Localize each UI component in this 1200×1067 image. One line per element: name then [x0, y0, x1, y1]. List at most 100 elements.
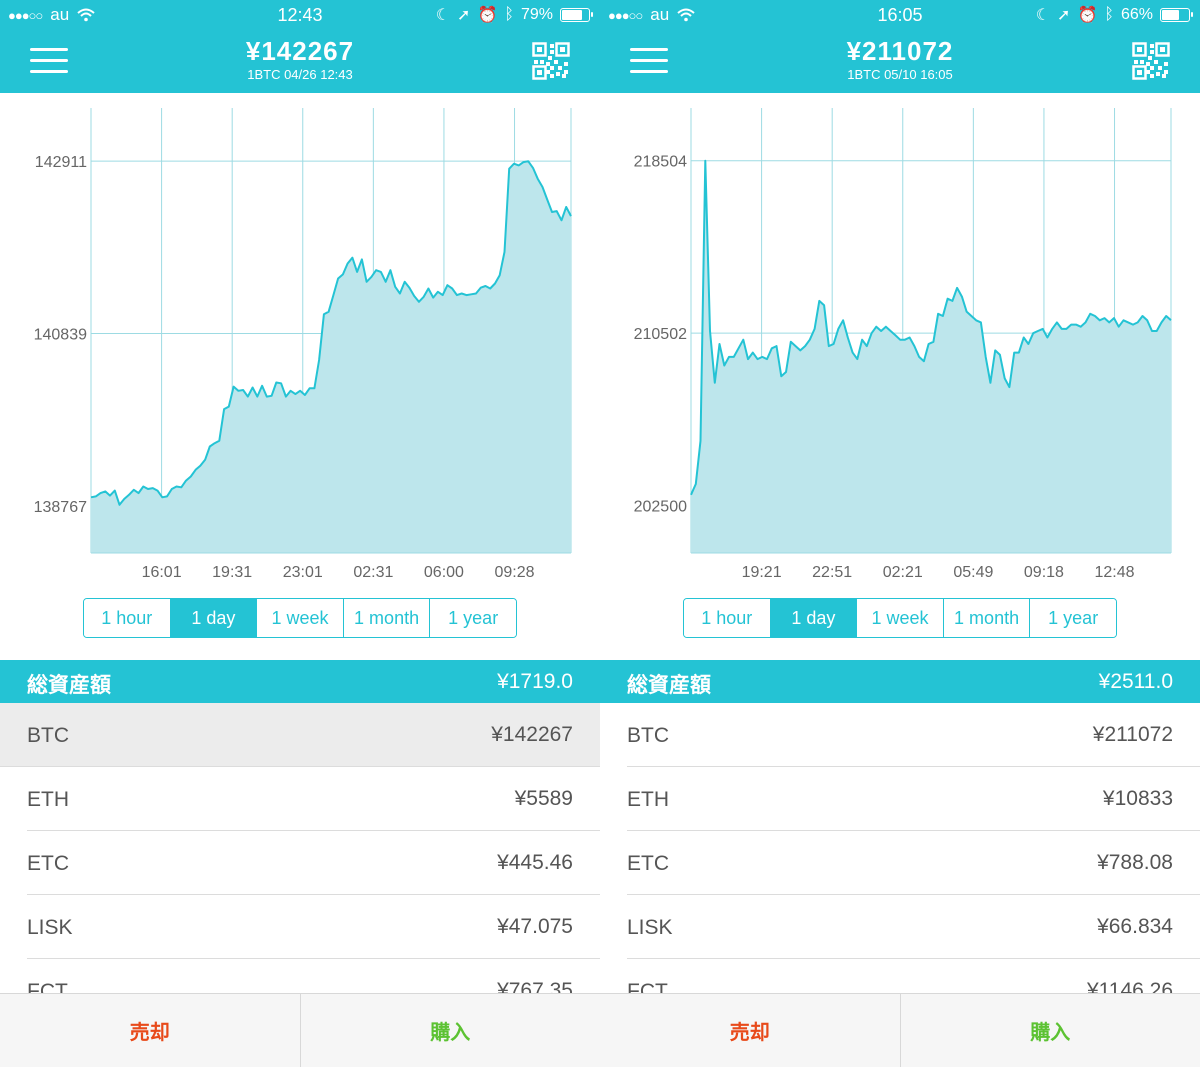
- row-divider: [27, 958, 600, 959]
- coin-row-etc[interactable]: ETC ¥445.46: [0, 831, 600, 895]
- buy-button[interactable]: 購入: [1030, 1022, 1071, 1044]
- coin-name: ETC: [27, 852, 69, 875]
- coin-row-eth[interactable]: ETH ¥10833: [600, 767, 1200, 831]
- qr-code-icon[interactable]: [1132, 42, 1170, 80]
- range-tab-1-year[interactable]: 1 year: [1030, 599, 1116, 637]
- signal-dots-icon: ●●●○○: [608, 7, 643, 23]
- y-tick-label: 142911: [35, 154, 87, 171]
- price-subtitle: 1BTC 04/26 12:43: [247, 67, 353, 82]
- wifi-icon: [677, 8, 695, 22]
- range-tab-1-day[interactable]: 1 day: [170, 599, 258, 637]
- price-line: [690, 159, 1172, 496]
- coin-name: LISK: [627, 916, 673, 939]
- row-divider: [627, 830, 1200, 831]
- price-area-fill: [691, 160, 1171, 554]
- location-arrow-icon: ➚: [457, 7, 471, 24]
- coin-row-eth[interactable]: ETH ¥5589: [0, 767, 600, 831]
- range-tab-1-hour[interactable]: 1 hour: [684, 599, 771, 637]
- x-tick-label: 19:31: [212, 564, 252, 581]
- coin-price: ¥211072: [1092, 723, 1173, 746]
- range-tabs: 1 hour 1 day 1 week 1 month 1 year: [683, 598, 1117, 638]
- battery-icon: [1160, 8, 1193, 22]
- coin-list: BTC ¥211072 ETH ¥10833 ETC ¥788.08 LISK ¥66.834…: [600, 703, 1200, 1023]
- alarm-icon: ⏰: [1077, 7, 1098, 24]
- phone-screen-left: ●●●○○ au 12:43 ☾ ➚ ⏰ ᛒ 79% ¥142267 1BTC …: [0, 0, 600, 1067]
- location-arrow-icon: ➚: [1057, 7, 1071, 24]
- hamburger-menu-icon[interactable]: [30, 48, 68, 74]
- coin-price: ¥47.075: [497, 915, 573, 938]
- y-tick-label: 202500: [634, 499, 687, 516]
- range-tab-1-week[interactable]: 1 week: [857, 599, 944, 637]
- carrier-label: au: [650, 5, 670, 24]
- status-bar: ●●●○○ au 16:05 ☾ ➚ ⏰ ᛒ 66%: [600, 0, 1200, 30]
- total-assets-bar: 総資産額 ¥2511.0: [600, 660, 1200, 703]
- x-tick-label: 09:28: [495, 564, 535, 581]
- x-tick-label: 12:48: [1095, 564, 1135, 581]
- action-bar: 売却 購入: [0, 993, 600, 1067]
- battery-percent: 66%: [1120, 6, 1153, 23]
- y-tick-label: 218504: [634, 154, 687, 171]
- coin-row-btc[interactable]: BTC ¥142267: [0, 703, 600, 767]
- action-bar: 売却 購入: [600, 993, 1200, 1067]
- range-tabs: 1 hour 1 day 1 week 1 month 1 year: [83, 598, 517, 638]
- current-price: ¥211072: [846, 36, 954, 66]
- x-tick-label: 02:21: [883, 564, 923, 581]
- coin-row-lisk[interactable]: LISK ¥66.834: [600, 895, 1200, 959]
- price-chart[interactable]: 142911 140839 138767 16:01 19:31 23:01 02:31 06…: [0, 93, 600, 593]
- x-tick-label: 02:31: [353, 564, 393, 581]
- status-time: 12:43: [277, 5, 323, 25]
- row-divider: [627, 766, 1200, 767]
- range-tab-1-week[interactable]: 1 week: [257, 599, 344, 637]
- signal-dots-icon: ●●●○○: [8, 7, 43, 23]
- x-tick-label: 22:51: [812, 564, 852, 581]
- phone-screen-right: ●●●○○ au 16:05 ☾ ➚ ⏰ ᛒ 66% ¥211072 1BTC …: [600, 0, 1200, 1067]
- coin-price: ¥142267: [491, 723, 573, 746]
- range-tab-1-hour[interactable]: 1 hour: [84, 599, 171, 637]
- coin-name: BTC: [27, 724, 69, 747]
- coin-name: ETH: [27, 788, 69, 811]
- row-divider: [627, 894, 1200, 895]
- total-assets-value: ¥1719.0: [497, 670, 573, 693]
- coin-row-etc[interactable]: ETC ¥788.08: [600, 831, 1200, 895]
- x-tick-label: 16:01: [142, 564, 182, 581]
- y-tick-label: 210502: [634, 326, 687, 343]
- coin-name: ETH: [627, 788, 669, 811]
- price-chart[interactable]: 218504 210502 202500 19:21 22:51 02:21 05:49 09…: [600, 93, 1200, 593]
- price-area-fill: [91, 161, 571, 553]
- range-tab-1-month[interactable]: 1 month: [343, 599, 431, 637]
- coin-list: BTC ¥142267 ETH ¥5589 ETC ¥445.46 LISK ¥47.075 F…: [0, 703, 600, 1023]
- x-tick-label: 19:21: [742, 564, 782, 581]
- buy-button[interactable]: 購入: [430, 1022, 471, 1044]
- moon-icon: ☾: [1035, 7, 1051, 24]
- nav-bar: ¥142267 1BTC 04/26 12:43: [0, 30, 600, 93]
- coin-price: ¥445.46: [497, 851, 573, 874]
- sell-button[interactable]: 売却: [0, 994, 301, 1067]
- price-line: [90, 160, 572, 506]
- range-tab-1-year[interactable]: 1 year: [430, 599, 516, 637]
- bluetooth-icon: ᛒ: [504, 6, 514, 23]
- coin-price: ¥5589: [514, 787, 573, 810]
- x-tick-label: 06:00: [424, 564, 464, 581]
- x-tick-label: 09:18: [1024, 564, 1064, 581]
- sell-button[interactable]: 売却: [600, 994, 901, 1067]
- total-assets-value: ¥2511.0: [1098, 670, 1173, 693]
- hamburger-menu-icon[interactable]: [630, 48, 668, 74]
- alarm-icon: ⏰: [477, 7, 498, 24]
- coin-row-btc[interactable]: BTC ¥211072: [600, 703, 1200, 767]
- carrier-label: au: [50, 5, 70, 24]
- total-assets-label: 総資産額: [627, 674, 711, 697]
- coin-price: ¥788.08: [1097, 851, 1173, 874]
- range-tab-1-month[interactable]: 1 month: [943, 599, 1031, 637]
- price-subtitle: 1BTC 05/10 16:05: [847, 67, 953, 82]
- coin-name: BTC: [627, 724, 669, 747]
- moon-icon: ☾: [435, 7, 451, 24]
- coin-row-lisk[interactable]: LISK ¥47.075: [0, 895, 600, 959]
- row-divider: [627, 958, 1200, 959]
- range-tab-1-day[interactable]: 1 day: [770, 599, 858, 637]
- x-tick-label: 05:49: [953, 564, 993, 581]
- y-tick-label: 138767: [34, 499, 87, 516]
- qr-code-icon[interactable]: [532, 42, 570, 80]
- coin-name: LISK: [27, 916, 73, 939]
- nav-bar: ¥211072 1BTC 05/10 16:05: [600, 30, 1200, 93]
- current-price: ¥142267: [245, 36, 355, 66]
